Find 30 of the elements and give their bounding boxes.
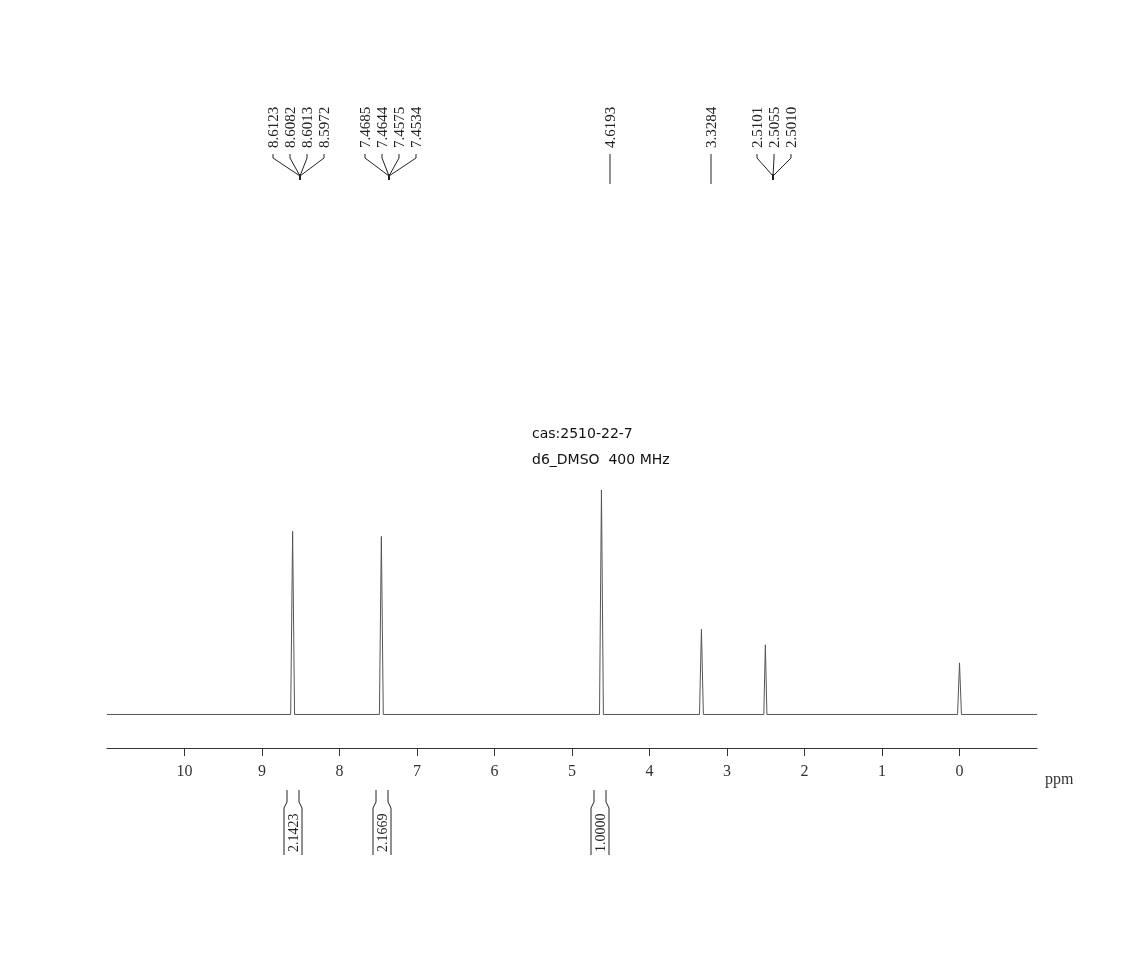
text: 2.1423 [285,813,301,852]
text: 2.1669 [374,813,390,852]
x-tick-label: 4 [645,761,654,779]
x-tick-label: 3 [723,761,731,779]
text: d6_DMSO 400 MHz [532,451,670,467]
text: 7.4534 [408,106,424,148]
text: 4.6193 [602,106,618,148]
text: 2.5010 [783,106,799,148]
text: cas:2510-22-7 [532,425,633,441]
x-tick-label: 1 [878,761,886,779]
x-tick-label: 9 [258,761,266,779]
text: 7.4575 [391,106,407,148]
x-tick-label: 6 [490,761,499,779]
x-tick-label: 2 [800,761,809,779]
text: 8.6123 [265,106,281,148]
x-tick-label: 7 [413,761,421,779]
text: 8.6013 [299,106,315,148]
x-axis-title: ppm [1045,769,1074,788]
text: 7.4644 [374,106,390,148]
text: 8.6082 [282,106,298,148]
text: 8.5972 [316,106,332,148]
text: 2.5055 [766,106,782,148]
x-tick-label: 0 [955,761,964,779]
text: 7.4685 [357,106,373,148]
text: 1.0000 [592,813,608,852]
text: 2.5101 [749,106,765,148]
text: 3.3284 [703,106,719,148]
x-tick-label: 10 [176,761,193,779]
x-tick-label: 5 [568,761,576,779]
x-tick-label: 8 [335,761,344,779]
